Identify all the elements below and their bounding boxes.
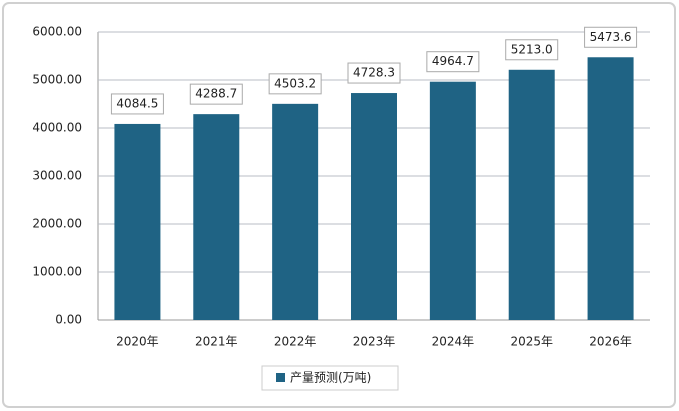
value-label: 4964.7 bbox=[432, 54, 474, 68]
x-tick-label: 2023年 bbox=[353, 335, 396, 349]
y-tick-label: 2000.00 bbox=[32, 217, 82, 231]
bar bbox=[587, 57, 634, 320]
y-tick-label: 3000.00 bbox=[32, 169, 82, 183]
y-tick-label: 0.00 bbox=[55, 313, 82, 327]
legend-label: 产量预测(万吨) bbox=[290, 371, 371, 385]
value-label: 5473.6 bbox=[590, 30, 632, 44]
y-tick-label: 4000.00 bbox=[32, 121, 82, 135]
x-tick-label: 2026年 bbox=[589, 335, 632, 349]
x-tick-label: 2021年 bbox=[195, 335, 238, 349]
value-label-box bbox=[189, 83, 243, 105]
value-label: 4084.5 bbox=[116, 96, 158, 110]
bar bbox=[429, 81, 476, 320]
x-tick-label: 2024年 bbox=[432, 335, 475, 349]
bar bbox=[508, 69, 555, 320]
value-label: 4288.7 bbox=[195, 87, 237, 101]
value-label-box bbox=[505, 39, 559, 61]
value-label: 4503.2 bbox=[274, 76, 316, 90]
x-tick-label: 2022年 bbox=[274, 335, 317, 349]
bar bbox=[351, 93, 397, 321]
x-tick-label: 2020年 bbox=[116, 335, 159, 349]
x-tick-label: 2025年 bbox=[510, 335, 553, 349]
value-label-box bbox=[110, 93, 164, 115]
value-label-box bbox=[426, 51, 480, 73]
y-tick-label: 6000.00 bbox=[32, 25, 82, 39]
value-label: 5213.0 bbox=[511, 42, 553, 56]
legend-swatch bbox=[276, 373, 285, 382]
bar bbox=[272, 103, 319, 320]
bar bbox=[114, 123, 161, 320]
bar bbox=[193, 114, 240, 321]
value-label-box bbox=[584, 26, 638, 48]
value-label-box bbox=[347, 62, 401, 84]
value-label: 4728.3 bbox=[353, 66, 395, 80]
y-tick-label: 5000.00 bbox=[32, 73, 82, 87]
value-label-box bbox=[268, 73, 322, 95]
y-tick-label: 1000.00 bbox=[32, 265, 82, 279]
